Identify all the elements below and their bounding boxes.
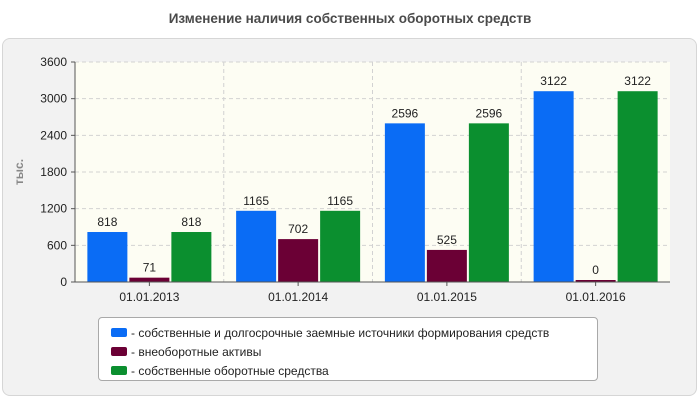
legend-label: - внеоборотные активы bbox=[131, 344, 262, 359]
y-tick-label: 600 bbox=[47, 238, 67, 252]
data-label: 818 bbox=[97, 215, 117, 229]
bar bbox=[320, 210, 361, 282]
data-label: 3122 bbox=[624, 74, 651, 88]
x-tick-label: 01.01.2015 bbox=[417, 290, 477, 304]
data-label: 818 bbox=[181, 215, 201, 229]
data-label: 0 bbox=[592, 263, 599, 277]
bar bbox=[468, 123, 509, 282]
data-label: 525 bbox=[437, 233, 457, 247]
bar bbox=[617, 91, 658, 282]
bar bbox=[278, 239, 319, 282]
legend-swatch-maroon bbox=[111, 347, 127, 356]
y-axis-label: тыс. bbox=[12, 159, 26, 185]
data-label: 1165 bbox=[243, 194, 269, 208]
bar bbox=[384, 123, 425, 282]
data-label: 71 bbox=[143, 261, 157, 275]
x-tick-label: 01.01.2014 bbox=[268, 290, 328, 304]
chart-title: Изменение наличия собственных оборотных … bbox=[168, 11, 532, 26]
data-label: 1165 bbox=[327, 194, 353, 208]
x-tick-label: 01.01.2013 bbox=[119, 290, 179, 304]
legend-item-sources: - собственные и долгосрочные заемные ист… bbox=[111, 323, 597, 342]
chart-legend: - собственные и долгосрочные заемные ист… bbox=[98, 317, 598, 381]
bar bbox=[426, 249, 467, 282]
y-tick-label: 1800 bbox=[40, 165, 67, 179]
y-tick-label: 1200 bbox=[40, 202, 67, 216]
y-tick-label: 2400 bbox=[40, 128, 67, 142]
data-label: 2596 bbox=[476, 106, 503, 120]
legend-item-noncurrent-assets: - внеоборотные активы bbox=[111, 342, 597, 361]
bar bbox=[171, 232, 212, 282]
legend-item-working-capital: - собственные оборотные средства bbox=[111, 361, 597, 380]
bar bbox=[575, 280, 616, 282]
legend-label: - собственные оборотные средства bbox=[131, 363, 329, 378]
data-label: 2596 bbox=[392, 106, 419, 120]
bar bbox=[236, 210, 277, 282]
y-tick-label: 3000 bbox=[40, 92, 67, 106]
data-label: 3122 bbox=[540, 74, 567, 88]
bar bbox=[533, 91, 574, 282]
legend-label: - собственные и долгосрочные заемные ист… bbox=[131, 325, 550, 340]
y-tick-label: 0 bbox=[60, 275, 67, 289]
legend-swatch-green bbox=[111, 366, 127, 375]
bar bbox=[129, 277, 170, 282]
x-tick-label: 01.01.2016 bbox=[566, 290, 626, 304]
bar bbox=[87, 232, 128, 282]
data-label: 702 bbox=[288, 222, 308, 236]
y-tick-label: 3600 bbox=[40, 55, 67, 69]
legend-swatch-blue bbox=[111, 328, 127, 337]
